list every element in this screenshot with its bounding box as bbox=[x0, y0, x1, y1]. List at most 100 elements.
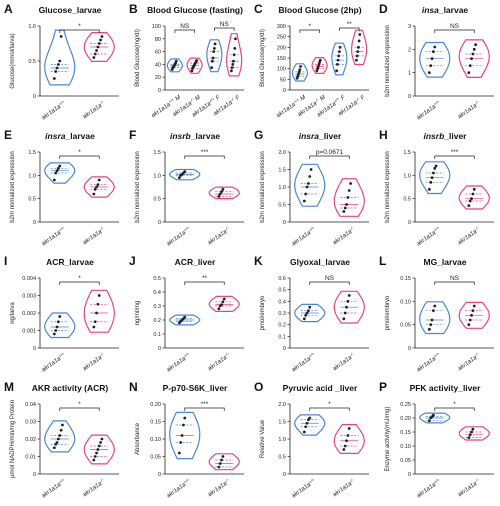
significance-label-D: NS bbox=[450, 23, 460, 30]
y-tick-label-P: 0.20 bbox=[400, 416, 411, 422]
panel-A: A Glucose_larvae 0 0.5 1.0 Glucose(mmol/larva… bbox=[4, 2, 119, 121]
panel-letter-L: L bbox=[379, 254, 386, 268]
panel-title-O: Pyruvic acid _liver bbox=[283, 383, 358, 393]
y-tick-label-N: 0 bbox=[158, 472, 161, 478]
significance-label-C: ** bbox=[347, 21, 353, 28]
data-point-C bbox=[337, 50, 341, 53]
violin-I-0 bbox=[44, 312, 76, 339]
y-tick-label-K: 0.1 bbox=[278, 334, 286, 340]
data-point-L bbox=[467, 323, 471, 327]
panel-P: P PFK activity_liver 0 0.05 0.10 0.15 0.20 0.25… bbox=[379, 380, 494, 499]
y-tick-label-C: 150 bbox=[277, 56, 286, 62]
data-point-L bbox=[472, 304, 476, 308]
y-tick-label-J: 0.1 bbox=[153, 332, 161, 338]
data-point-H bbox=[471, 192, 475, 196]
data-point-G bbox=[305, 185, 309, 189]
y-tick-label-F: 1.0 bbox=[153, 173, 161, 179]
data-point-H bbox=[431, 171, 435, 175]
data-point-G bbox=[309, 168, 313, 171]
data-point-A bbox=[54, 70, 58, 73]
data-point-M bbox=[99, 441, 103, 444]
data-point-A bbox=[56, 63, 60, 66]
x-tick-label-E: akr1a1a-/- bbox=[81, 224, 107, 246]
significance-bracket-H bbox=[434, 155, 475, 159]
data-point-C bbox=[297, 70, 301, 74]
data-point-C bbox=[357, 45, 360, 49]
data-point-F bbox=[183, 170, 187, 174]
data-point-F bbox=[218, 192, 222, 196]
data-point-I bbox=[93, 320, 97, 324]
data-point-C bbox=[298, 68, 302, 72]
data-point-F bbox=[221, 187, 225, 191]
significance-bracket-C bbox=[339, 27, 360, 31]
panel-title-L: MG_larvae bbox=[424, 257, 467, 267]
y-tick-label-G: 1.0 bbox=[278, 185, 286, 191]
data-point-A bbox=[92, 56, 96, 59]
y-tick-label-B: 100 bbox=[152, 24, 161, 30]
data-point-O bbox=[304, 425, 308, 429]
data-point-C bbox=[295, 76, 299, 80]
significance-label-C: * bbox=[308, 23, 311, 30]
data-point-G bbox=[347, 189, 351, 192]
significance-label-A: * bbox=[78, 23, 81, 30]
violin-B-3 bbox=[226, 33, 243, 77]
y-tick-label-C: 0 bbox=[283, 88, 286, 94]
y-tick-label-O: 1.0 bbox=[278, 437, 286, 443]
data-point-I bbox=[58, 315, 62, 318]
data-point-H bbox=[427, 187, 431, 191]
y-tick-label-G: 1.5 bbox=[278, 168, 286, 174]
data-point-O bbox=[305, 421, 309, 425]
y-tick-label-H: 1.0 bbox=[403, 173, 411, 179]
y-tick-label-F: 0.5 bbox=[153, 197, 161, 203]
data-point-C bbox=[297, 72, 300, 76]
data-point-K bbox=[304, 313, 308, 317]
data-point-C bbox=[356, 50, 360, 53]
panel-I: I ACR_larvae 0 0.001 0.002 0.003 0.004 ng/larva… bbox=[4, 254, 119, 373]
data-point-L bbox=[468, 318, 472, 322]
data-point-H bbox=[472, 187, 476, 191]
data-point-O bbox=[346, 434, 350, 437]
y-axis-label-P: Enzyme activity(mU/mg) bbox=[385, 406, 391, 471]
data-point-C bbox=[318, 58, 322, 62]
panel-K: K Glyoxal_larvae 0 0.1 0.2 0.3 0.4 0.5 0.6 pmol/e… bbox=[254, 254, 369, 373]
y-tick-label-M: 0.04 bbox=[25, 402, 36, 408]
y-axis-label-H: b2m nomalized expression bbox=[385, 151, 391, 222]
y-tick-label-K: 0.4 bbox=[278, 299, 286, 305]
data-point-D bbox=[433, 45, 437, 49]
significance-bracket-B bbox=[174, 29, 195, 33]
x-tick-label-D: akr1a1a+/+ bbox=[415, 98, 443, 121]
x-tick-label-M: akr1a1a-/- bbox=[81, 476, 107, 498]
data-point-D bbox=[430, 57, 434, 61]
violin-N-0 bbox=[169, 411, 201, 460]
panel-letter-E: E bbox=[4, 128, 12, 142]
data-point-C bbox=[358, 33, 362, 36]
panel-letter-C: C bbox=[254, 2, 263, 16]
y-tick-label-M: 0.02 bbox=[25, 437, 36, 443]
y-tick-label-J: 0.4 bbox=[153, 290, 161, 296]
data-point-C bbox=[318, 60, 322, 64]
y-tick-label-O: 2.0 bbox=[278, 402, 286, 408]
y-tick-label-I: 0 bbox=[33, 346, 36, 352]
violin-F-0 bbox=[169, 168, 201, 181]
violin-B-2 bbox=[206, 39, 223, 73]
data-point-E bbox=[56, 166, 60, 170]
data-point-C bbox=[355, 54, 359, 58]
data-point-M bbox=[92, 458, 96, 462]
data-point-D bbox=[471, 52, 475, 56]
data-point-E bbox=[97, 178, 101, 182]
y-tick-label-N: 0.15 bbox=[150, 420, 161, 426]
data-point-A bbox=[99, 38, 103, 42]
significance-bracket-O bbox=[309, 407, 350, 411]
data-point-K bbox=[346, 299, 350, 303]
y-tick-label-C: 50 bbox=[280, 77, 286, 83]
panel-J: J ACR_liver 0 0.1 0.2 0.3 0.4 0.5 ng/ml/mg akr1a1… bbox=[129, 254, 244, 373]
y-tick-label-J: 0.2 bbox=[153, 318, 161, 324]
violin-K-0 bbox=[294, 303, 326, 323]
y-tick-label-D: 0 bbox=[408, 94, 411, 100]
panel-title-N: P-p70-S6K_liver bbox=[163, 383, 228, 393]
panel-letter-B: B bbox=[129, 2, 138, 16]
data-point-H bbox=[470, 197, 473, 201]
data-point-D bbox=[474, 43, 478, 47]
data-point-P bbox=[427, 419, 431, 423]
data-point-I bbox=[56, 320, 60, 324]
